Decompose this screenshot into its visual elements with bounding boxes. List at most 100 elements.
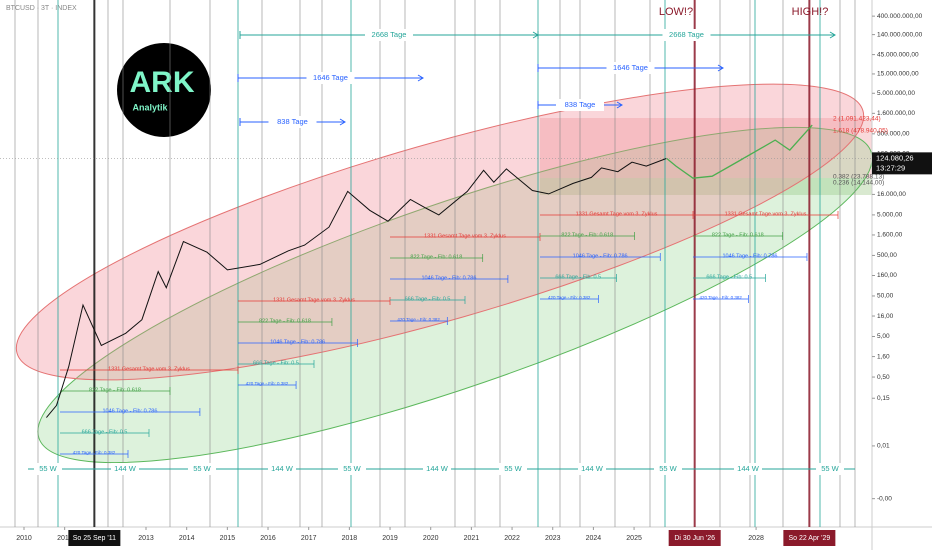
y-tick-label: 5.000,00 <box>877 212 903 219</box>
x-tick-label: 2015 <box>220 535 236 542</box>
fib-label: 822 Tage - Fib: 0.618 <box>561 232 613 238</box>
week-label: 144 W <box>271 464 294 473</box>
y-tick-label: 0,15 <box>877 395 890 402</box>
fib-level: 1.618 (478.940,05) <box>833 128 888 135</box>
week-label: 144 W <box>114 464 137 473</box>
y-tick-label: 1,60 <box>877 353 890 360</box>
y-tick-label: 5,00 <box>877 333 890 340</box>
y-tick-label: 5.000.000,00 <box>877 90 915 97</box>
arrow-head <box>829 31 836 39</box>
x-tick-label: 2021 <box>464 535 480 542</box>
arrow-head <box>717 64 724 72</box>
y-tick-label: 15.000.000,00 <box>877 71 919 78</box>
x-tick-label: 2023 <box>545 535 561 542</box>
week-label-bg <box>423 463 451 475</box>
fib-label: 1046 Tage - Fib: 0.786 <box>573 253 628 259</box>
x-tick-label: 2024 <box>586 535 602 542</box>
range-label: 2668 Tage <box>372 30 407 39</box>
y-tick-label: 160,00 <box>877 272 897 279</box>
y-tick-label: 400.000.000,00 <box>877 13 923 20</box>
marker-label: LOW!? <box>659 6 693 18</box>
week-label-bg <box>34 463 62 475</box>
fib-label: 420 Tage - Fib: 0.382 <box>246 381 289 386</box>
time-label: 13:27:29 <box>876 163 905 172</box>
x-tick-label: 2010 <box>16 535 32 542</box>
x-tick-label: So 22 Apr '29 <box>788 535 830 542</box>
fib-label: 666 Tage - Fib: 0.5 <box>706 274 752 280</box>
week-label-bg <box>188 463 216 475</box>
fib-label: 1046 Tage - Fib: 0.786 <box>102 408 157 414</box>
y-tick-label: 1.600.000,00 <box>877 110 915 117</box>
x-tick-label: 2020 <box>423 535 439 542</box>
date-box <box>68 530 121 546</box>
fib-label: 666 Tage - Fib: 0.5 <box>405 296 451 302</box>
fib-label: 1046 Tage - Fib: 0.786 <box>270 339 325 345</box>
range-label-bg <box>556 99 604 111</box>
price-box <box>872 152 932 175</box>
fib-level: 0.382 (23.788,13) <box>833 174 884 181</box>
fib-label: 822 Tage - Fib: 0.618 <box>259 318 311 324</box>
arrow-head <box>616 101 623 109</box>
week-label: 55 W <box>504 464 522 473</box>
week-label-bg <box>578 463 606 475</box>
week-label-bg <box>338 463 366 475</box>
fib-label: 822 Tage - Fib: 0.618 <box>712 232 764 238</box>
y-tick-label: 0,50 <box>877 374 890 381</box>
fib-label: 1046 Tage - Fib: 0.786 <box>723 253 778 259</box>
x-tick-label: 2028 <box>748 535 764 542</box>
fib-label: 1331 Gesamt Tage vom 3. Zyklus <box>273 297 355 303</box>
fib-label: 420 Tage - Fib: 0.382 <box>73 450 116 455</box>
week-label: 144 W <box>737 464 760 473</box>
y-tick-label: 500.000,00 <box>877 131 910 138</box>
x-tick-label: 2013 <box>138 535 154 542</box>
x-tick-label: 2022 <box>504 535 520 542</box>
fib-label: 666 Tage - Fib: 0.5 <box>253 360 299 366</box>
range-label: 838 Tage <box>277 117 308 126</box>
y-tick-label: 16.000,00 <box>877 191 906 198</box>
y-tick-label: 1.600,00 <box>877 232 903 239</box>
range-label-bg <box>268 116 317 128</box>
marker-label: HIGH!? <box>792 6 829 18</box>
x-tick-label: 2011 <box>57 535 72 542</box>
y-tick-label: 45.000.000,00 <box>877 51 919 58</box>
fib-label: 420 Tage - Fib: 0.382 <box>548 295 591 300</box>
x-tick-label: So 25 Sep '11 <box>73 535 116 542</box>
logo-subtitle: Analytik <box>132 102 168 112</box>
range-label: 1646 Tage <box>613 63 648 72</box>
fib-label: 1046 Tage - Fib: 0.786 <box>421 275 476 281</box>
logo-circle <box>117 43 211 137</box>
week-label: 55 W <box>821 464 839 473</box>
fib-label: 420 Tage - Fib: 0.382 <box>397 317 440 322</box>
price-label: 124.080,26 <box>876 153 914 162</box>
week-label: 144 W <box>426 464 449 473</box>
fib-zone-lower <box>540 178 872 195</box>
y-tick-label: 0,01 <box>877 443 890 450</box>
x-tick-label: 2017 <box>301 535 317 542</box>
y-tick-label: 16,00 <box>877 313 894 320</box>
symbol: BTCUSD · 3T · INDEX <box>6 5 77 12</box>
date-box <box>783 530 836 546</box>
price-line <box>666 124 813 179</box>
week-label: 55 W <box>193 464 211 473</box>
range-label: 2668 Tage <box>669 30 704 39</box>
fib-label: 1331 Gesamt Tage vom 3. Zyklus <box>424 233 506 239</box>
fib-label: 1331 Gesamt Tage vom 3. Zyklus <box>576 211 658 217</box>
range-label-bg <box>606 62 655 74</box>
range-label-bg <box>662 29 711 41</box>
y-tick-label: 50,00 <box>877 293 894 300</box>
x-tick-label: 2019 <box>382 535 398 542</box>
fib-label: 666 Tage - Fib: 0.5 <box>555 274 601 280</box>
x-tick-label: 2025 <box>626 535 642 542</box>
x-tick-label: Di 30 Jun '26 <box>674 535 715 542</box>
fib-level: 2 (1.091.423,44) <box>833 116 881 123</box>
x-tick-label: 2014 <box>179 535 195 542</box>
range-label-bg <box>306 72 355 84</box>
fib-level: 0.236 (14.144,00) <box>833 180 884 187</box>
week-label-bg <box>111 463 139 475</box>
week-label: 55 W <box>343 464 361 473</box>
week-label: 55 W <box>659 464 677 473</box>
y-tick-label: 500,00 <box>877 252 897 259</box>
x-tick-label: 2018 <box>342 535 358 542</box>
week-label: 55 W <box>39 464 57 473</box>
